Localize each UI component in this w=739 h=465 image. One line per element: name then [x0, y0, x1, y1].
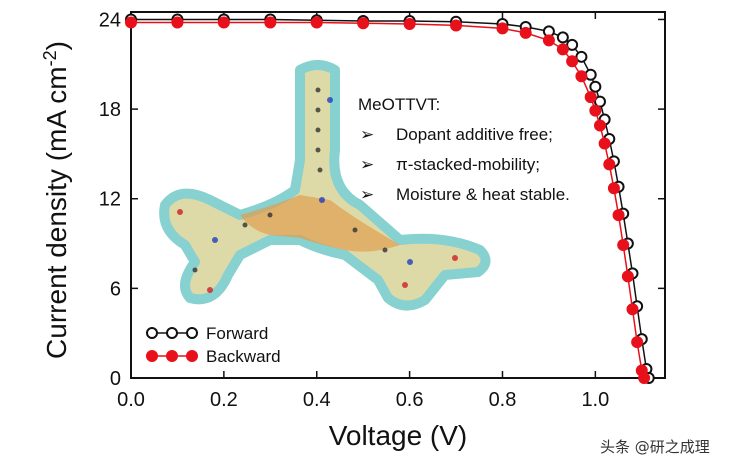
- x-tick-label: 0.6: [396, 389, 424, 411]
- legend-forward-marker-2: [166, 327, 178, 339]
- legend-backward-marker-2: [166, 350, 178, 362]
- backward-data-point: [566, 55, 579, 68]
- backward-data-point: [542, 34, 555, 47]
- forward-data-point: [566, 38, 579, 51]
- x-tick-label: 1.0: [581, 389, 609, 411]
- backward-data-point: [584, 91, 597, 104]
- annotation-bullet-3: ➢: [360, 185, 374, 204]
- forward-data-point: [575, 50, 588, 63]
- annotation-box: MeOTTVT: ➢ Dopant additive free; ➢ π-sta…: [358, 95, 570, 204]
- forward-data-point: [556, 31, 569, 44]
- y-tick-label: 6: [110, 278, 121, 300]
- x-tick-label: 0.8: [489, 389, 517, 411]
- y-tick-label: 12: [99, 189, 121, 211]
- backward-data-point: [607, 182, 620, 195]
- x-tick-label: 0.2: [210, 389, 238, 411]
- molecule-illustration: [159, 60, 491, 311]
- y-axis-title: Current density (mA cm-2): [40, 41, 72, 359]
- forward-series-line: [131, 18, 650, 379]
- backward-data-point: [450, 19, 463, 32]
- annotation-bullet-1: ➢: [360, 125, 374, 144]
- annotation-item-1: Dopant additive free;: [396, 125, 553, 144]
- forward-data-point: [589, 80, 602, 93]
- backward-data-point: [626, 303, 639, 316]
- backward-data-point: [519, 26, 532, 39]
- y-tick-label: 0: [110, 368, 121, 390]
- watermark: 头条 @研之成理: [600, 438, 710, 456]
- backward-data-point: [621, 270, 634, 283]
- plot-frame: [130, 11, 666, 379]
- legend: Forward Backward: [146, 324, 281, 366]
- y-axis-title-main: Current density (mA cm: [41, 66, 72, 359]
- backward-data-point: [575, 70, 588, 83]
- x-tick-label: 0.0: [117, 389, 145, 411]
- backward-data-point: [589, 104, 602, 117]
- molecule-core: [240, 195, 400, 252]
- legend-forward-marker-3: [186, 327, 198, 339]
- backward-data-point: [617, 239, 630, 252]
- backward-data-point: [496, 22, 509, 35]
- backward-data-point: [556, 43, 569, 56]
- backward-data-point: [125, 16, 137, 29]
- legend-forward-label: Forward: [206, 324, 268, 343]
- x-tick-label: 0.4: [303, 389, 331, 411]
- legend-backward-marker-1: [146, 350, 158, 362]
- y-tick-label: 18: [99, 99, 121, 121]
- backward-data-point: [603, 158, 616, 171]
- annotation-item-3: Moisture & heat stable.: [396, 185, 570, 204]
- backward-data-point: [264, 16, 277, 29]
- backward-data-point: [638, 372, 651, 384]
- annotation-item-2: π-stacked-mobility;: [396, 155, 540, 174]
- backward-data-point: [171, 16, 184, 29]
- molecule-surface: [159, 60, 491, 311]
- legend-backward-marker-3: [186, 350, 198, 362]
- backward-data-point: [612, 209, 625, 222]
- x-axis-title: Voltage (V): [329, 420, 468, 451]
- backward-data-point: [217, 16, 230, 29]
- backward-data-point: [357, 17, 370, 30]
- annotation-bullet-2: ➢: [360, 155, 374, 174]
- legend-backward-label: Backward: [206, 347, 281, 366]
- y-axis-title-superscript: -2: [40, 50, 60, 66]
- backward-data-point: [598, 137, 611, 150]
- axis-ticks: 0.0 0.2 0.4 0.6 0.8 1.0 0 6 12 18 24: [99, 9, 665, 411]
- annotation-title: MeOTTVT:: [358, 95, 440, 114]
- y-tick-label: 24: [99, 9, 121, 31]
- backward-data-point: [593, 119, 606, 132]
- molecule-atoms: [177, 87, 458, 293]
- forward-data-point: [593, 95, 606, 108]
- y-axis-title-end: ): [41, 41, 72, 50]
- data-series: [125, 13, 655, 384]
- backward-data-point: [403, 17, 416, 30]
- backward-data-point: [310, 16, 323, 29]
- backward-data-point: [631, 336, 644, 349]
- legend-forward-marker-1: [146, 327, 158, 339]
